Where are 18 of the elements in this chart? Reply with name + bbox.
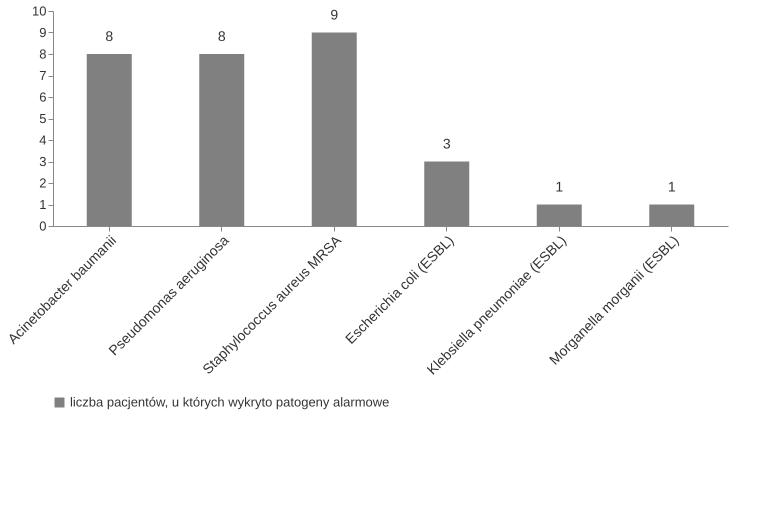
data-label: 8: [218, 28, 226, 44]
y-tick-label: 10: [32, 4, 46, 18]
y-tick-label: 0: [39, 218, 46, 234]
y-tick-label: 7: [39, 68, 46, 83]
y-tick-label: 6: [39, 90, 46, 104]
data-label: 1: [555, 178, 564, 194]
y-tick-label: 9: [39, 25, 46, 40]
y-tick-label: 4: [39, 132, 46, 148]
y-tick-label: 5: [39, 111, 46, 126]
data-label: 3: [442, 136, 451, 152]
y-tick-label: 3: [39, 154, 46, 169]
y-tick-label: 8: [39, 46, 46, 62]
data-label: 1: [668, 178, 676, 194]
y-tick-label: 2: [39, 176, 46, 190]
data-label: 9: [330, 6, 338, 22]
data-label: 8: [105, 28, 114, 44]
y-tick-label: 1: [39, 197, 46, 212]
legend-label: liczba pacjentów, u których wykryto patogeny alarmowe: [70, 394, 390, 410]
